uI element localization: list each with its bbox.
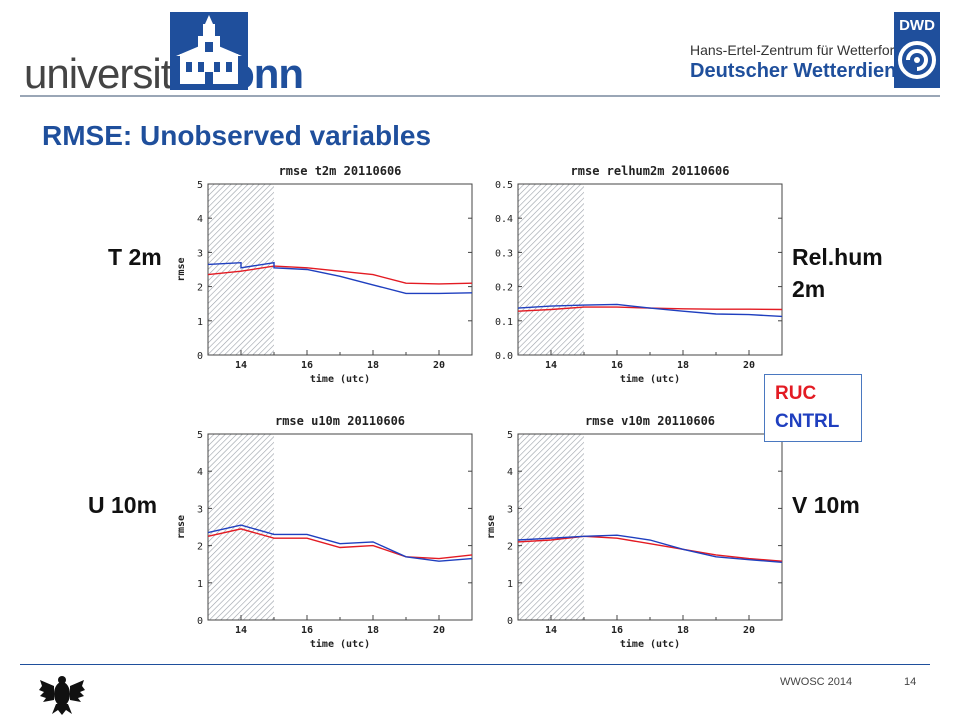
dwd-title: Deutscher Wetterdienst xyxy=(690,60,915,82)
y-tick-label: 3 xyxy=(197,504,203,515)
y-tick-label: 0 xyxy=(197,351,203,362)
series-line-cntrl xyxy=(207,524,473,562)
chart-title: rmse u10m 20110606 xyxy=(275,414,405,428)
y-tick-label: 3 xyxy=(507,504,513,515)
assimilation-window-hatch xyxy=(208,184,274,355)
y-tick-label: 1 xyxy=(197,579,203,590)
label-relhum-line2: 2m xyxy=(792,276,826,302)
y-axis-label: rmse xyxy=(176,257,187,281)
y-tick-label: 4 xyxy=(197,214,203,225)
series-line-ruc xyxy=(207,528,473,560)
dwd-subtitle: Hans-Ertel-Zentrum für Wetterforschung xyxy=(690,42,940,58)
header-divider xyxy=(20,95,940,97)
y-tick-label: 0 xyxy=(507,616,513,627)
slide-title: RMSE: Unobserved variables xyxy=(42,120,432,151)
x-axis-label: time (utc) xyxy=(310,373,370,385)
y-tick-label: 3 xyxy=(197,248,203,259)
x-axis-label: time (utc) xyxy=(620,373,680,385)
footer-conference: WWOSC 2014 xyxy=(780,676,853,688)
series-line-cntrl xyxy=(207,261,473,295)
chart-title: rmse v10m 20110606 xyxy=(585,414,715,428)
y-tick-label: 0.1 xyxy=(495,317,513,328)
assimilation-window-hatch xyxy=(208,434,274,620)
y-tick-label: 5 xyxy=(197,430,203,441)
chart-u10m: rmse u10m 20110606 0 1 2 3 4 5 14 16 18 20 time (ut… xyxy=(176,414,473,650)
chart-relhum2m: rmse relhum2m 20110606 0.0 0.1 0.2 0.3 0.4 0.5… xyxy=(495,164,783,385)
y-tick-label: 4 xyxy=(197,467,203,478)
x-tick-label: 16 xyxy=(611,360,623,371)
x-tick-label: 18 xyxy=(367,625,379,636)
x-tick-label: 20 xyxy=(743,625,755,636)
series-line-cntrl xyxy=(517,534,783,563)
y-tick-label: 0.0 xyxy=(495,351,513,362)
chart-title: rmse t2m 20110606 xyxy=(279,164,402,178)
y-tick-label: 0.2 xyxy=(495,283,513,294)
university-logo-text: universitätbonn xyxy=(24,50,304,98)
y-axis-label: rmse xyxy=(176,515,187,539)
chart-v10m: rmse v10m 20110606 0 1 2 3 4 5 14 16 18 20 time (ut… xyxy=(486,414,783,650)
y-tick-label: 1 xyxy=(197,317,203,328)
series-line-cntrl xyxy=(517,303,783,318)
label-v10m: V 10m xyxy=(792,492,860,518)
footer-page-number: 14 xyxy=(904,676,917,688)
x-tick-label: 14 xyxy=(235,625,247,636)
chart-title: rmse relhum2m 20110606 xyxy=(571,164,730,178)
federal-eagle-icon xyxy=(39,676,85,715)
label-u10m: U 10m xyxy=(88,492,158,518)
legend-ruc: RUC xyxy=(775,383,817,404)
x-tick-label: 18 xyxy=(677,625,689,636)
y-axis-label: rmse xyxy=(486,515,497,539)
assimilation-window-hatch xyxy=(518,184,584,355)
y-tick-label: 0 xyxy=(197,616,203,627)
x-axis-label: time (utc) xyxy=(310,638,370,650)
y-tick-label: 0.4 xyxy=(495,214,513,225)
y-tick-label: 2 xyxy=(197,542,203,553)
x-tick-label: 20 xyxy=(433,625,445,636)
y-tick-label: 0.5 xyxy=(495,180,513,191)
legend-cntrl: CNTRL xyxy=(775,411,840,432)
y-tick-label: 2 xyxy=(197,283,203,294)
x-tick-label: 20 xyxy=(743,360,755,371)
dwd-logo-icon: DWD xyxy=(894,12,940,88)
footer-divider xyxy=(20,664,930,665)
x-tick-label: 18 xyxy=(367,360,379,371)
y-tick-label: 4 xyxy=(507,467,513,478)
x-tick-label: 20 xyxy=(433,360,445,371)
x-tick-label: 14 xyxy=(545,625,557,636)
assimilation-window-hatch xyxy=(518,434,584,620)
x-tick-label: 16 xyxy=(301,625,313,636)
label-relhum-line1: Rel.hum xyxy=(792,244,883,270)
x-tick-label: 18 xyxy=(677,360,689,371)
series-line-ruc xyxy=(517,535,783,562)
y-tick-label: 5 xyxy=(197,180,203,191)
series-line-ruc xyxy=(207,265,473,285)
x-axis-label: time (utc) xyxy=(620,638,680,650)
legend: RUC CNTRL xyxy=(764,374,862,442)
x-tick-label: 16 xyxy=(301,360,313,371)
chart-t2m: rmse t2m 20110606 0 1 2 3 4 5 14 16 18 20 time (utc… xyxy=(176,164,473,385)
label-t2m: T 2m xyxy=(108,244,162,270)
x-tick-label: 14 xyxy=(235,360,247,371)
y-tick-label: 0.3 xyxy=(495,248,513,259)
x-tick-label: 14 xyxy=(545,360,557,371)
x-tick-label: 16 xyxy=(611,625,623,636)
y-tick-label: 2 xyxy=(507,542,513,553)
y-tick-label: 5 xyxy=(507,430,513,441)
university-bonn-emblem-icon xyxy=(170,12,248,90)
dwd-logo-text: DWD xyxy=(899,17,935,34)
y-tick-label: 1 xyxy=(507,579,513,590)
